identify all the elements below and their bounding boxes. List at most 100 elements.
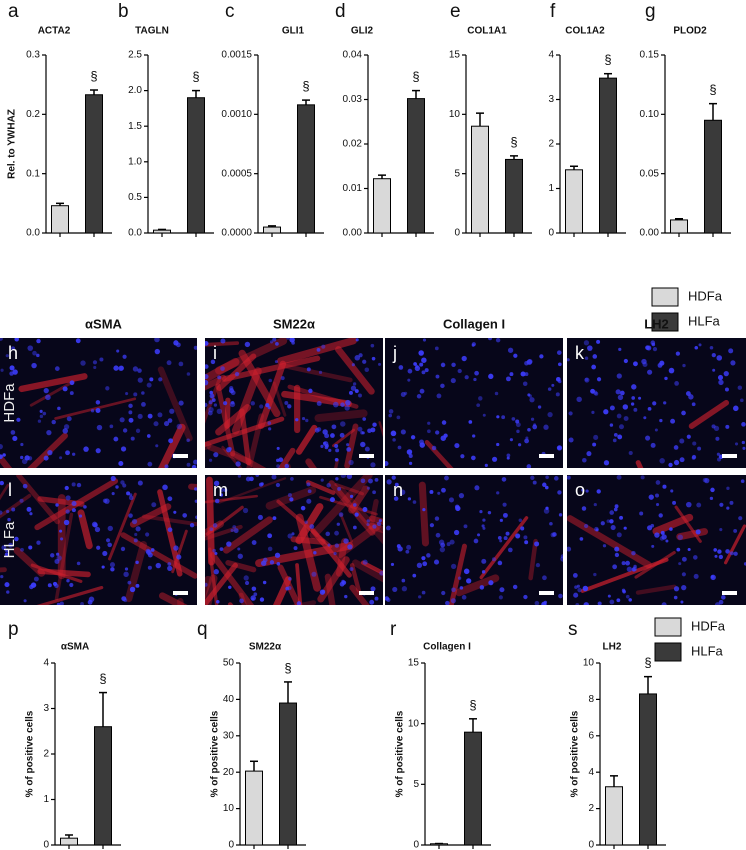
nucleus — [205, 340, 209, 346]
nucleus — [328, 448, 332, 452]
nucleus — [410, 435, 416, 440]
nucleus — [557, 490, 562, 495]
nucleus — [434, 346, 439, 351]
fiber — [18, 373, 88, 393]
chart-title: Collagen I — [423, 642, 471, 653]
fiber — [368, 498, 379, 530]
nucleus — [454, 504, 460, 510]
nucleus — [307, 489, 312, 494]
nucleus — [234, 371, 240, 377]
panel-letter: n — [393, 480, 403, 500]
nucleus — [337, 486, 342, 491]
nucleus — [641, 358, 647, 365]
nucleus — [186, 372, 191, 376]
nucleus — [619, 515, 624, 520]
nucleus — [278, 457, 284, 463]
y-tick-label: 0.00 — [343, 228, 363, 239]
nucleus — [545, 475, 549, 480]
nucleus — [647, 406, 652, 411]
panel-letter: o — [575, 480, 585, 500]
fiber — [205, 494, 258, 504]
micrograph-content — [0, 475, 197, 605]
nucleus — [609, 405, 615, 411]
nucleus — [506, 456, 510, 460]
nucleus — [158, 377, 163, 382]
nucleus — [471, 455, 476, 461]
legend-label: HDFa — [691, 618, 726, 633]
nucleus — [386, 597, 391, 603]
nucleus — [616, 475, 622, 480]
micrograph — [567, 475, 746, 605]
nucleus — [712, 368, 716, 372]
nucleus — [440, 383, 445, 389]
nucleus — [154, 338, 160, 343]
legend-swatch — [654, 642, 682, 662]
nucleus — [320, 478, 324, 482]
fiber — [724, 524, 746, 565]
nucleus — [436, 393, 442, 399]
nucleus — [710, 575, 714, 579]
nucleus — [698, 343, 702, 347]
nucleus — [496, 442, 500, 447]
nucleus — [481, 558, 487, 564]
fiber — [272, 576, 292, 605]
nucleus — [237, 475, 242, 478]
row-label: HLFa — [1, 521, 18, 558]
nucleus — [340, 475, 347, 479]
nucleus — [141, 401, 146, 407]
nucleus — [205, 402, 208, 408]
nucleus — [530, 475, 535, 480]
panel-letter: k — [575, 343, 585, 363]
nucleus — [123, 598, 128, 603]
nucleus — [296, 601, 302, 605]
nucleus — [450, 563, 457, 570]
nucleus — [357, 426, 363, 432]
nucleus — [119, 365, 124, 371]
nucleus — [661, 534, 667, 540]
nucleus — [628, 450, 633, 456]
nucleus — [525, 436, 529, 440]
nucleus — [137, 377, 143, 383]
nucleus — [718, 379, 724, 386]
nucleus — [719, 528, 723, 532]
fiber — [674, 505, 702, 543]
fiber — [339, 513, 354, 543]
nucleus — [193, 459, 197, 465]
nucleus — [658, 513, 663, 518]
nucleus — [318, 370, 323, 374]
nucleus — [479, 585, 485, 590]
nucleus — [372, 490, 376, 495]
nucleus — [512, 584, 518, 590]
nucleus — [421, 370, 426, 375]
nucleus — [216, 408, 223, 415]
y-axis-label: % of positive cells — [570, 710, 581, 797]
nucleus — [46, 429, 52, 436]
nucleus — [208, 400, 213, 405]
nucleus — [271, 475, 277, 480]
nucleus — [618, 347, 622, 351]
y-tick-label: 5 — [413, 779, 419, 790]
nucleus — [625, 560, 630, 566]
nucleus — [647, 369, 653, 375]
nucleus — [0, 444, 3, 450]
micrograph-bg — [385, 338, 563, 468]
nucleus — [26, 506, 32, 512]
nucleus — [515, 422, 521, 428]
nucleus — [251, 540, 257, 545]
legend-swatch — [651, 287, 679, 307]
nucleus — [547, 411, 553, 418]
nucleus — [547, 387, 552, 391]
nucleus — [463, 524, 468, 529]
nucleus — [459, 586, 464, 590]
annotation: § — [284, 660, 291, 675]
nucleus — [710, 487, 715, 493]
nucleus — [371, 356, 376, 361]
fiber — [230, 450, 267, 468]
nucleus — [286, 338, 290, 340]
nucleus — [734, 442, 739, 446]
nucleus — [69, 391, 74, 396]
nucleus — [23, 599, 27, 603]
bar — [605, 786, 623, 846]
nucleus — [537, 405, 542, 409]
y-tick-label: 0.01 — [343, 183, 363, 194]
